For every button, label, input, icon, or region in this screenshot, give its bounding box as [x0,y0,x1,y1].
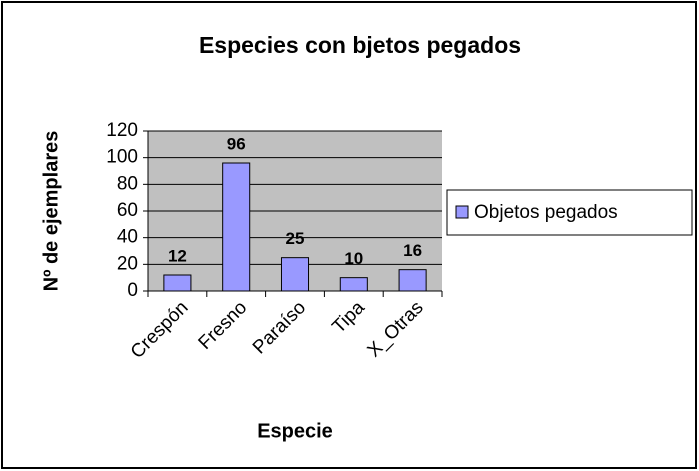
bar [398,269,427,292]
bar [280,257,310,292]
y-tick-label: 120 [106,120,138,141]
y-tick-label: 60 [117,200,138,221]
y-tick-label: 80 [117,173,138,194]
y-tick-label: 0 [127,280,138,301]
bar [222,162,251,292]
y-tick-label: 40 [117,227,138,248]
chart-title: Especies con bjetos pegados [199,32,521,58]
legend-label: Objetos pegados [474,202,618,223]
data-label: 25 [286,229,305,248]
data-label: 96 [227,134,246,153]
legend-swatch [455,205,469,219]
y-tick-label: 20 [117,253,138,274]
legend-box [446,189,693,236]
bar [339,277,368,292]
data-label: 12 [168,246,187,265]
y-axis-label: Nº de ejemplares [40,131,62,292]
bar [163,274,192,292]
data-label: 16 [403,241,422,260]
data-label: 10 [344,249,363,268]
x-axis-label: Especie [257,420,333,442]
y-tick-label: 100 [106,147,138,168]
